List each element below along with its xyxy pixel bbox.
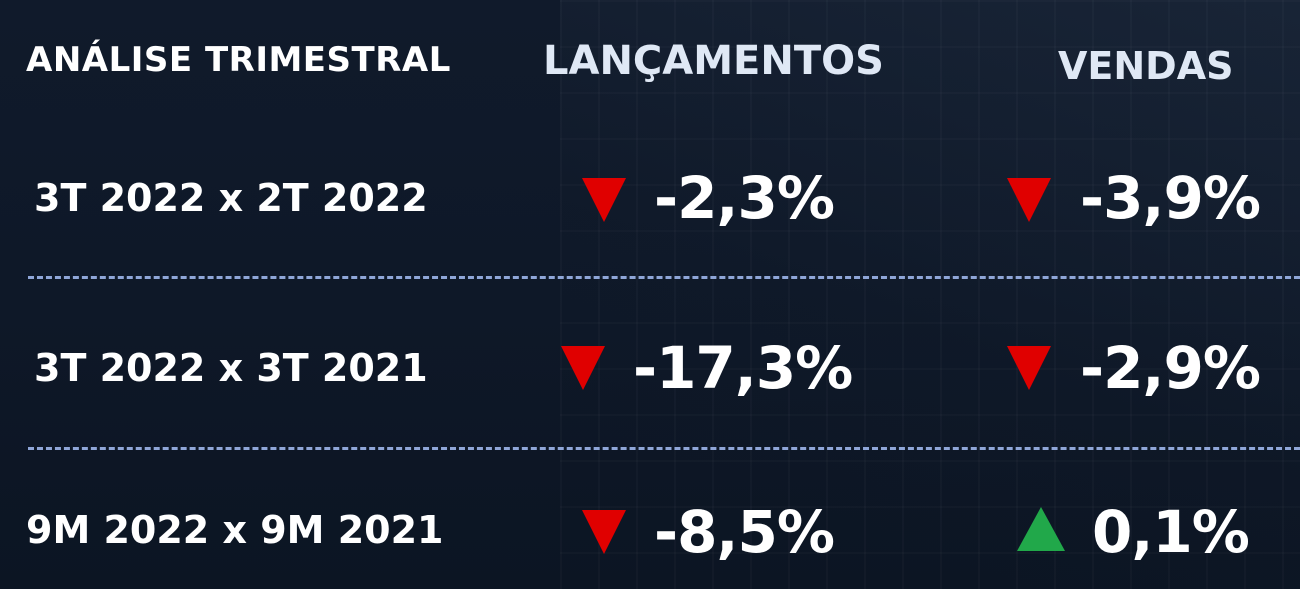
column-header-launches: LANÇAMENTOS	[543, 38, 884, 84]
sales-value: -2,9%	[1080, 334, 1261, 402]
launches-value: -8,5%	[654, 498, 835, 566]
sales-value: 0,1%	[1092, 498, 1250, 566]
row-label: 3T 2022 x 2T 2022	[34, 176, 428, 220]
row-label: 3T 2022 x 3T 2021	[34, 346, 428, 390]
row-label: 9M 2022 x 9M 2021	[26, 508, 444, 552]
page-title: ANÁLISE TRIMESTRAL	[26, 40, 451, 80]
down-arrow-icon	[582, 178, 626, 222]
row-divider	[28, 447, 1300, 450]
up-arrow-icon	[1017, 507, 1065, 551]
down-arrow-icon	[582, 510, 626, 554]
down-arrow-icon	[1007, 178, 1051, 222]
sales-value: -3,9%	[1080, 164, 1261, 232]
down-arrow-icon	[561, 346, 605, 390]
launches-value: -2,3%	[654, 164, 835, 232]
down-arrow-icon	[1007, 346, 1051, 390]
background-building	[560, 0, 1300, 589]
column-header-sales: VENDAS	[1058, 44, 1234, 88]
launches-value: -17,3%	[633, 334, 853, 402]
row-divider	[28, 276, 1300, 279]
